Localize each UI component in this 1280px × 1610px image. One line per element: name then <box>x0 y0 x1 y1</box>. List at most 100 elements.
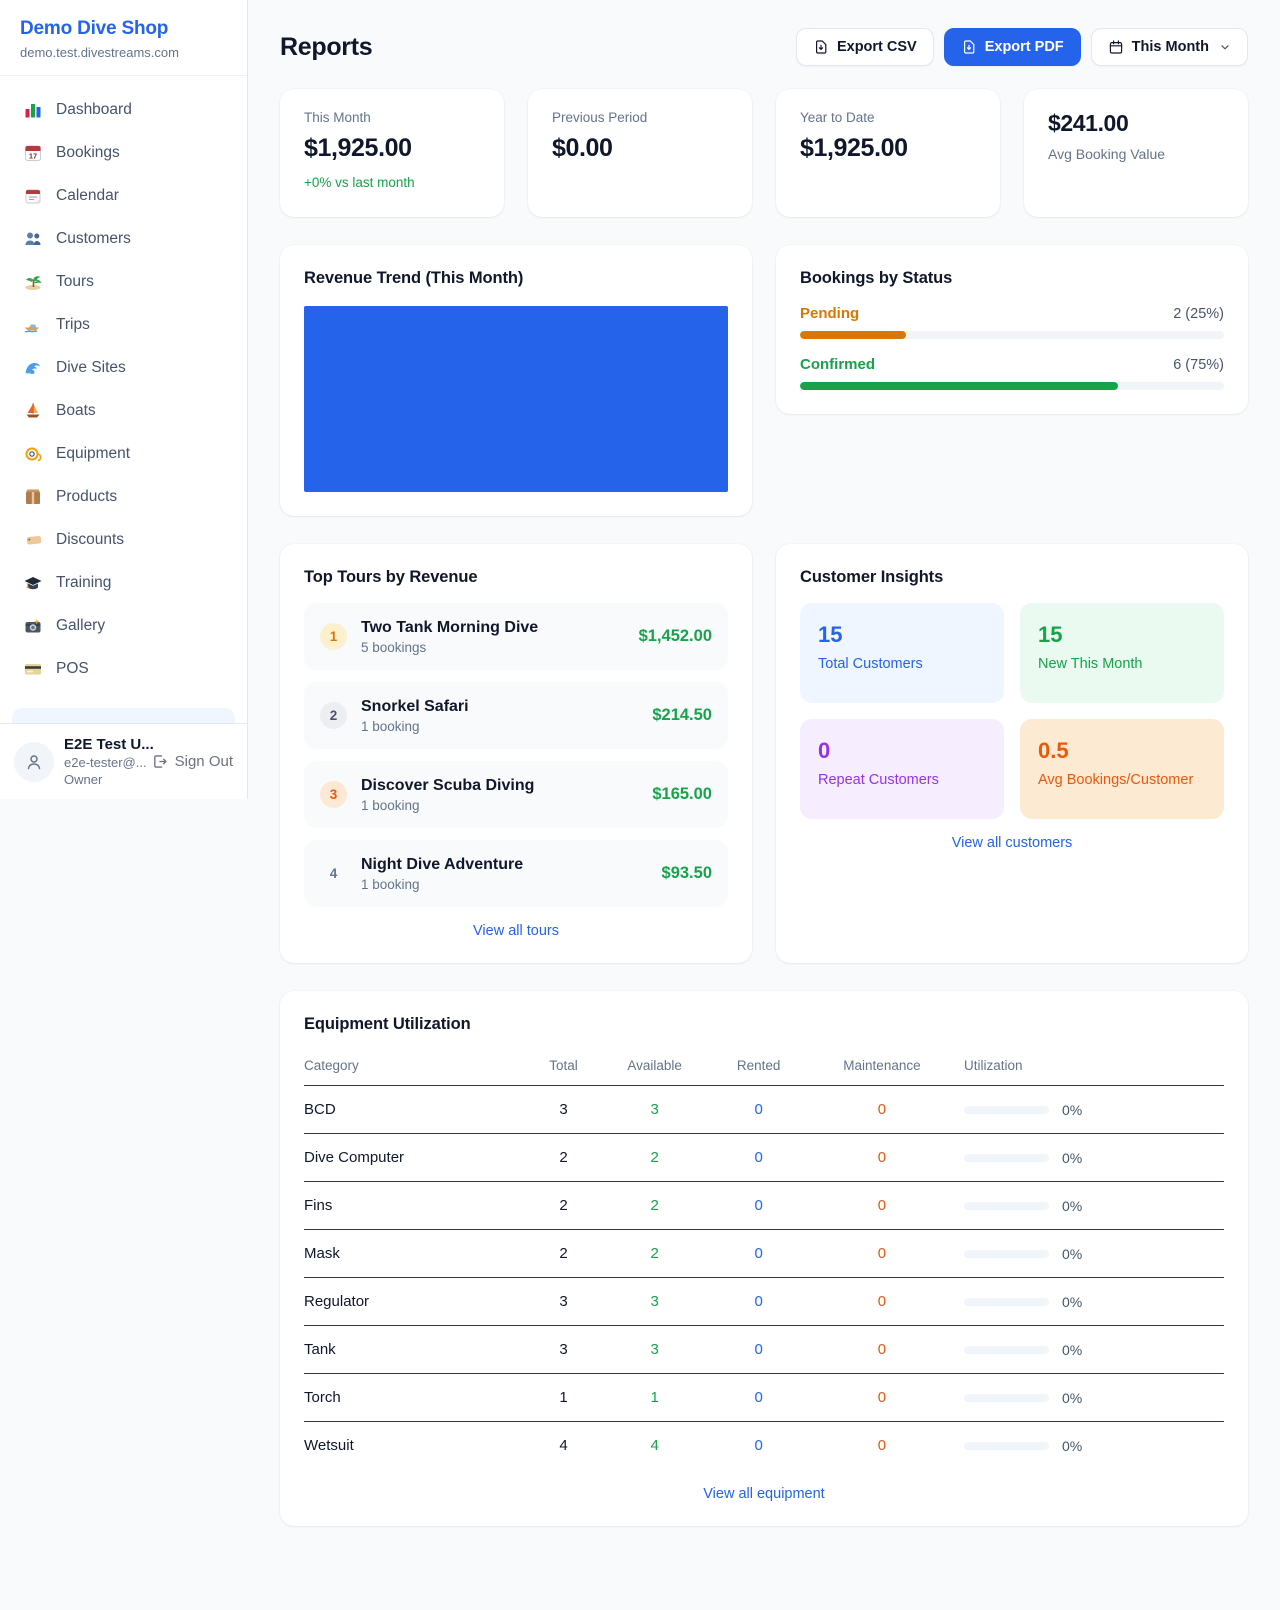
sidebar-item-calendar[interactable]: Calendar <box>12 176 235 216</box>
page-header: Reports Export CSV Export PDF This Month <box>280 28 1248 66</box>
insight-label: Total Customers <box>818 656 923 672</box>
sidebar-item-customers[interactable]: Customers <box>12 219 235 259</box>
file-download-icon <box>963 40 975 54</box>
cell-available: 2 <box>598 1229 712 1278</box>
sidebar-item-label: Training <box>56 574 112 591</box>
sidebar-item-tours[interactable]: Tours <box>12 262 235 302</box>
sidebar-item-boats[interactable]: Boats <box>12 391 235 431</box>
insight-grid: 15 Total Customers 15 New This Month 0 R… <box>800 603 1224 819</box>
utilization-track <box>964 1201 1049 1210</box>
progress-fill <box>800 331 906 339</box>
sidebar-item-label: POS <box>56 660 89 677</box>
sidebar-item-reports-active[interactable] <box>12 708 235 723</box>
table-row: BCD 3 3 0 0 0% <box>304 1085 1224 1134</box>
page-title: Reports <box>280 32 373 61</box>
col-header-total: Total <box>529 1048 599 1086</box>
cell-rented: 0 <box>711 1277 806 1326</box>
view-all-tours-link[interactable]: View all tours <box>473 923 559 939</box>
view-all-customers-link[interactable]: View all customers <box>951 835 1073 851</box>
sidebar-item-dive-sites[interactable]: Dive Sites <box>12 348 235 388</box>
utilization-track <box>964 1297 1049 1306</box>
cell-total: 2 <box>529 1133 599 1182</box>
svg-text:17: 17 <box>29 152 37 161</box>
customer-insights-title: Customer Insights <box>800 568 944 586</box>
cell-total: 3 <box>529 1085 599 1134</box>
tour-name: Night Dive Adventure <box>361 855 524 873</box>
insight-value: 0.5 <box>1038 738 1069 763</box>
utilization-pct: 0% <box>1062 1149 1083 1166</box>
rank-badge: 4 <box>329 866 338 881</box>
wave-icon <box>23 358 43 378</box>
progress-track <box>800 331 1224 339</box>
user-email: e2e-tester@... <box>64 755 147 770</box>
sidebar-item-gallery[interactable]: Gallery <box>12 606 235 646</box>
rank-badge: 2 <box>320 702 347 729</box>
sidebar-item-label: Gallery <box>56 617 106 634</box>
col-header-utilization: Utilization <box>958 1048 1224 1086</box>
export-csv-button[interactable]: Export CSV <box>795 28 934 66</box>
user-info: E2E Test U... e2e-tester@... Owner <box>64 736 154 787</box>
revenue-trend-title: Revenue Trend (This Month) <box>304 269 524 287</box>
top-tours-title: Top Tours by Revenue <box>304 568 478 586</box>
tour-name: Two Tank Morning Dive <box>361 618 539 636</box>
tour-revenue: $214.50 <box>652 706 712 724</box>
sidebar-item-equipment[interactable]: Equipment <box>12 434 235 474</box>
sidebar-item-pos[interactable]: POS <box>12 649 235 689</box>
user-footer: E2E Test U... e2e-tester@... Owner Sign … <box>0 723 247 799</box>
utilization-track <box>964 1153 1049 1162</box>
calendar-icon <box>1109 40 1122 54</box>
tour-revenue: $165.00 <box>652 785 712 803</box>
cell-category: Regulator <box>304 1277 529 1326</box>
table-row: Mask 2 2 0 0 0% <box>304 1229 1224 1278</box>
sign-out-button[interactable]: Sign Out <box>151 753 233 770</box>
sidebar-item-training[interactable]: Training <box>12 563 235 603</box>
sidebar-item-products[interactable]: Products <box>12 477 235 517</box>
revenue-trend-chart <box>304 306 728 492</box>
utilization-pct: 0% <box>1062 1197 1083 1214</box>
sidebar: Demo Dive Shop demo.test.divestreams.com… <box>0 0 248 799</box>
cell-available: 4 <box>650 1437 659 1455</box>
insights-row: Top Tours by Revenue 1 Two Tank Morning … <box>280 544 1248 963</box>
sidebar-item-bookings[interactable]: 17 Bookings <box>12 133 235 173</box>
tour-bookings: 1 booking <box>361 797 420 813</box>
cell-utilization: 0% <box>958 1373 1224 1422</box>
charts-row: Revenue Trend (This Month) Bookings by S… <box>280 245 1248 516</box>
sidebar-item-label: Dive Sites <box>56 359 126 376</box>
cell-rented: 0 <box>711 1325 806 1374</box>
sidebar-item-trips[interactable]: Trips <box>12 305 235 345</box>
stat-delta: +0% vs last month <box>304 175 415 190</box>
insight-value: 0 <box>818 738 831 763</box>
cell-category: Tank <box>304 1325 529 1374</box>
cell-category: Wetsuit <box>304 1437 354 1455</box>
view-all-equipment-link[interactable]: View all equipment <box>703 1485 825 1502</box>
tour-list-item[interactable]: 4 Night Dive Adventure 1 booking $93.50 <box>304 840 728 907</box>
tour-list-item[interactable]: 3 Discover Scuba Diving 1 booking $165.0… <box>304 761 728 828</box>
cell-category: Mask <box>304 1229 529 1278</box>
insight-tile-repeat-customers: 0 Repeat Customers <box>800 719 1004 819</box>
sidebar-item-label: Customers <box>56 230 131 247</box>
revenue-trend-card: Revenue Trend (This Month) <box>280 245 752 516</box>
cell-utilization: 0% <box>958 1277 1224 1326</box>
sidebar-item-label: Tours <box>56 273 94 290</box>
sidebar-item-dashboard[interactable]: Dashboard <box>12 90 235 130</box>
cell-utilization: 0% <box>958 1085 1224 1134</box>
bookings-by-status-card: Bookings by Status Pending 2 (25%) Confi… <box>776 245 1248 414</box>
utilization-pct: 0% <box>1062 1293 1083 1310</box>
sidebar-item-label: Calendar <box>56 187 119 204</box>
stat-value: $1,925.00 <box>800 134 908 162</box>
stats-row: This Month $1,925.00 +0% vs last month P… <box>280 89 1248 217</box>
sidebar-item-discounts[interactable]: Discounts <box>12 520 235 560</box>
insight-tile-new-this-month: 15 New This Month <box>1020 603 1224 703</box>
cell-maintenance: 0 <box>805 1277 958 1326</box>
export-csv-label: Export CSV <box>836 39 917 55</box>
cell-rented: 0 <box>754 1437 763 1455</box>
tour-list-item[interactable]: 1 Two Tank Morning Dive 5 bookings $1,45… <box>304 603 728 670</box>
tour-list-item[interactable]: 2 Snorkel Safari 1 booking $214.50 <box>304 682 728 749</box>
sidebar-nav: Dashboard 17 Bookings Calendar Customers… <box>0 76 247 723</box>
export-pdf-button[interactable]: Export PDF <box>943 28 1081 66</box>
stat-card-year-to-date: Year to Date $1,925.00 <box>776 89 1000 217</box>
sidebar-item-label: Dashboard <box>56 101 132 118</box>
period-dropdown[interactable]: This Month <box>1090 28 1248 66</box>
header-actions: Export CSV Export PDF This Month <box>795 28 1248 66</box>
cell-rented: 0 <box>711 1373 806 1422</box>
